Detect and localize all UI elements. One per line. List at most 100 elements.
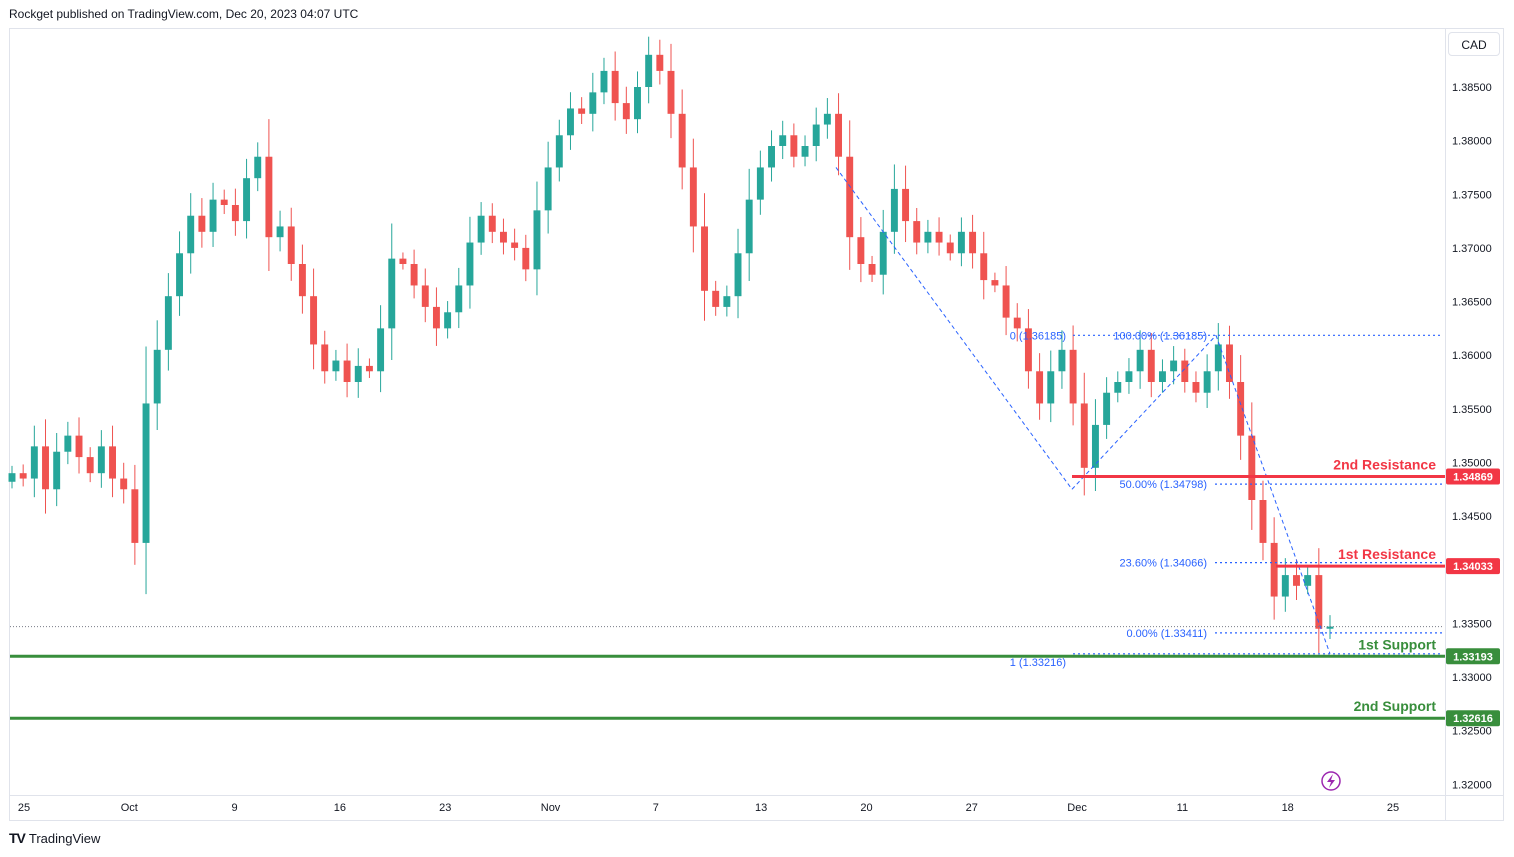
candle-body (187, 215, 195, 254)
y-tick-label: 1.35000 (1452, 457, 1492, 469)
currency-button[interactable]: CAD (1448, 32, 1500, 56)
footer-brand[interactable]: TV TradingView (9, 830, 100, 846)
x-tick-label: 18 (1282, 802, 1294, 814)
x-axis: 25 Oct 9 16 23 Nov 7 13 20 27 Dec 11 18 25 (18, 802, 1399, 814)
candle-body (969, 231, 977, 254)
fib-level-label: 100.00% (1.36185) (1113, 330, 1207, 342)
x-tick-label: Oct (121, 802, 138, 814)
candle-body (823, 113, 831, 125)
x-tick-label: Nov (541, 802, 561, 814)
candle-body (846, 156, 854, 238)
candle-body (522, 247, 530, 270)
x-tick-label: 25 (1387, 802, 1399, 814)
candle-body (1259, 500, 1267, 543)
candle-body (30, 446, 38, 479)
candle-body (64, 435, 72, 452)
candle-body (1069, 349, 1077, 404)
level-label: 2nd Support (1354, 698, 1437, 714)
fib-trend-line (1215, 335, 1331, 654)
lightning-icon-bolt (1327, 774, 1335, 788)
y-tick-label: 1.32500 (1452, 726, 1492, 738)
candle-body (343, 360, 351, 382)
candle-body (1181, 360, 1189, 382)
level-price-badge-text: 1.33193 (1453, 651, 1493, 663)
tradingview-logo-icon: TV (9, 830, 26, 846)
candle-body (365, 365, 373, 372)
candle-body (645, 54, 653, 87)
fib-trend-line (835, 167, 1073, 490)
candle-body (1047, 371, 1055, 404)
candle-body (97, 446, 105, 474)
candle-body (142, 403, 150, 543)
level-label: 1st Support (1358, 636, 1436, 652)
candle-body (634, 87, 641, 120)
x-tick-label: 20 (860, 802, 872, 814)
candle-body (1270, 542, 1278, 597)
candle-body (109, 446, 116, 479)
candle-body (1192, 382, 1200, 393)
candle-body (902, 188, 910, 222)
fib-level-label: 23.60% (1.34066) (1120, 558, 1207, 570)
candle-body (1304, 575, 1312, 586)
y-tick-label: 1.38500 (1452, 82, 1492, 94)
level-price-badge-text: 1.32616 (1453, 713, 1493, 725)
y-tick-label: 1.36500 (1452, 297, 1492, 309)
lightning-icon[interactable] (1321, 771, 1341, 791)
candle-body (1114, 382, 1122, 393)
candle-body (656, 54, 664, 71)
level-price-badge-text: 1.34033 (1453, 561, 1493, 573)
candle-body (678, 113, 686, 168)
candle-body (544, 167, 552, 211)
candle-body (701, 226, 708, 291)
candle-body (1080, 403, 1088, 468)
candle-body (1203, 371, 1211, 393)
candle-body (1125, 371, 1133, 382)
level-price-badge (1446, 468, 1500, 485)
candle-body (768, 146, 775, 168)
candle-body (924, 231, 932, 243)
level-price-badge (1446, 710, 1500, 727)
candle-body (75, 435, 83, 458)
level-label: 1st Resistance (1338, 546, 1436, 562)
candle-body (567, 108, 574, 136)
fib-extension-label: 1 (1.33216) (1010, 657, 1066, 669)
candle-body (466, 242, 474, 286)
candle-body (723, 296, 731, 307)
candle-body (555, 135, 563, 168)
candle-body (1091, 424, 1099, 468)
candle-body (432, 306, 440, 329)
candle-body (533, 210, 541, 270)
level-price-badge (1446, 558, 1500, 575)
candle-body (1024, 328, 1032, 372)
y-axis: 1.38500 1.38000 1.37500 1.37000 1.36500 1.360… (1452, 82, 1492, 791)
y-tick-label: 1.34500 (1452, 511, 1492, 523)
candle-body (980, 253, 988, 281)
candle-body (153, 349, 161, 404)
candle-body (622, 103, 630, 120)
candle-body (287, 226, 295, 264)
price-levels: 2nd Resistance 1.34869 1st Resistance 1.340… (10, 457, 1500, 727)
candle-body (220, 199, 228, 205)
fib-trend-line (1071, 334, 1217, 490)
candle-body (611, 70, 619, 104)
candle-body (1237, 382, 1245, 436)
fibonacci-drawings: 100.00% (1.36185) 50.00% (1.34798) 23.60% … (10, 167, 1443, 669)
candle-body (1103, 392, 1111, 425)
y-tick-label: 1.33500 (1452, 618, 1492, 630)
candle-body (298, 264, 306, 297)
candle-body (946, 242, 954, 254)
candle-body (835, 113, 843, 157)
candle-body (1002, 285, 1010, 318)
candle-body (890, 188, 898, 232)
candle-body (321, 344, 329, 372)
x-tick-label: 16 (334, 802, 346, 814)
candle-body (1214, 344, 1222, 372)
candle-body (790, 135, 798, 157)
candle-body (745, 199, 753, 254)
candle-body (477, 215, 485, 243)
candle-body (243, 178, 251, 222)
footer-logo-text: TradingView (28, 830, 101, 846)
candle-body (667, 70, 675, 114)
candle-body (913, 221, 921, 243)
